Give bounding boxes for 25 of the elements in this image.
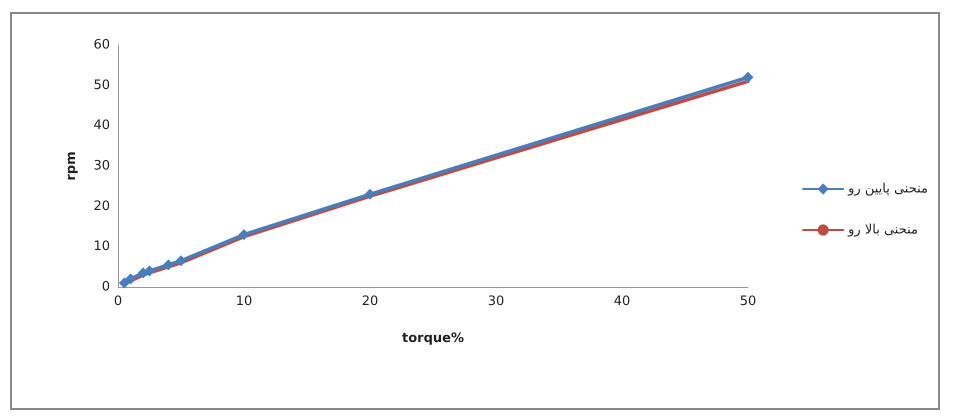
y-axis-title: rpm <box>64 151 79 181</box>
x-tick-label: 20 <box>362 294 378 309</box>
y-tick-label: 30 <box>93 158 110 174</box>
y-tick-label: 20 <box>93 198 110 214</box>
legend-label: منحنی بالا رو <box>847 222 918 238</box>
x-tick-label: 50 <box>740 294 756 309</box>
y-tick-label: 60 <box>93 38 110 52</box>
x-tick-label: 0 <box>114 294 122 309</box>
legend-label: منحنی پایین رو <box>847 182 928 196</box>
x-axis-title: torque% <box>402 331 464 346</box>
x-tick-label: 30 <box>488 294 504 309</box>
y-tick-label: 10 <box>93 239 110 254</box>
x-tick-label: 10 <box>236 294 252 309</box>
x-tick-label: 40 <box>614 294 630 309</box>
point <box>742 72 754 83</box>
point <box>238 229 250 240</box>
point <box>144 265 155 276</box>
y-tick-label: 50 <box>93 78 110 93</box>
point <box>176 255 186 266</box>
point <box>364 188 376 200</box>
point <box>125 273 136 284</box>
y-tick-label: 0 <box>102 280 110 294</box>
point <box>162 259 174 270</box>
point <box>118 277 130 288</box>
y-tick-label: 40 <box>93 118 110 134</box>
